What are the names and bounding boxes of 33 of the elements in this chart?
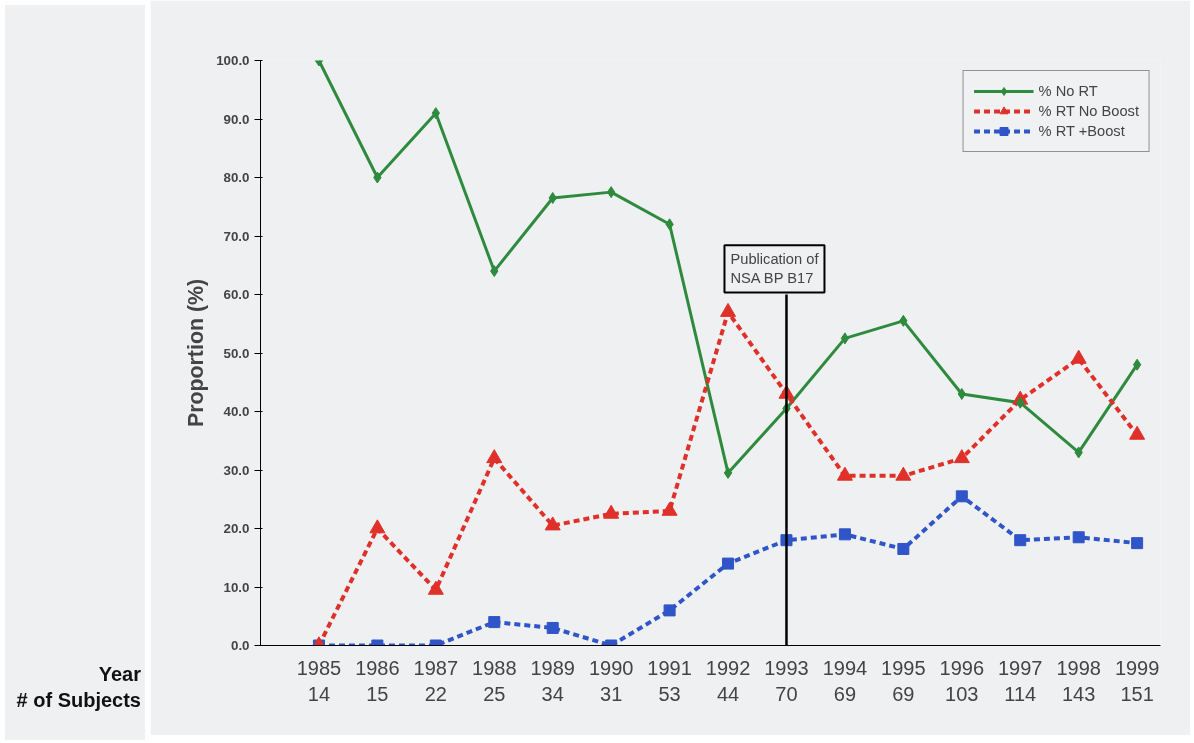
x-tick-label: 1999 151 [1114,656,1160,705]
y-tick-label: 20.0 [223,521,250,536]
y-tick-label: 40.0 [223,404,250,419]
y-tick-label: 80.0 [223,170,250,185]
legend-label: % No RT [1038,83,1098,99]
x-tick-label: 1985 14 [296,656,342,705]
x-tick-label: 1994 69 [822,656,868,705]
y-tick-label: 100.0 [216,53,250,68]
x-tick-label: 1997 114 [997,656,1043,705]
x-tick-label: 1991 53 [647,656,692,705]
x-tick-label: 1995 69 [881,656,926,705]
x-tick-label: 1986 15 [355,656,400,705]
x-tick-label: 1992 44 [705,656,751,705]
y-tick-label: 30.0 [223,462,250,478]
x-tick-label: 1996 103 [939,656,985,705]
y-tick-label: 50.0 [223,345,250,361]
ref-line-label: Publication of NSA BP B17 [730,251,820,287]
text: Year [98,662,141,687]
x-tick-label: 1998 143 [1056,656,1101,705]
x-tick-label: 1989 34 [530,656,575,705]
x-tick-label: 1990 31 [588,656,634,705]
y-tick-label: 0.0 [230,638,250,653]
legend-label: % RT +Boost [1038,123,1125,139]
y-tick-label: 10.0 [223,579,250,595]
y-tick-label: 70.0 [223,228,250,244]
y-tick-label: 60.0 [223,287,250,302]
x-tick-label: 1993 70 [764,656,809,705]
x-tick-label: 1988 25 [472,656,517,705]
text: # of Subjects [16,688,141,713]
x-tick-label: 1987 22 [413,656,459,705]
y-axis-title: Proportion (%) [184,278,209,428]
y-tick-label: 90.0 [223,111,250,127]
legend-label: % RT No Boost [1038,103,1139,119]
